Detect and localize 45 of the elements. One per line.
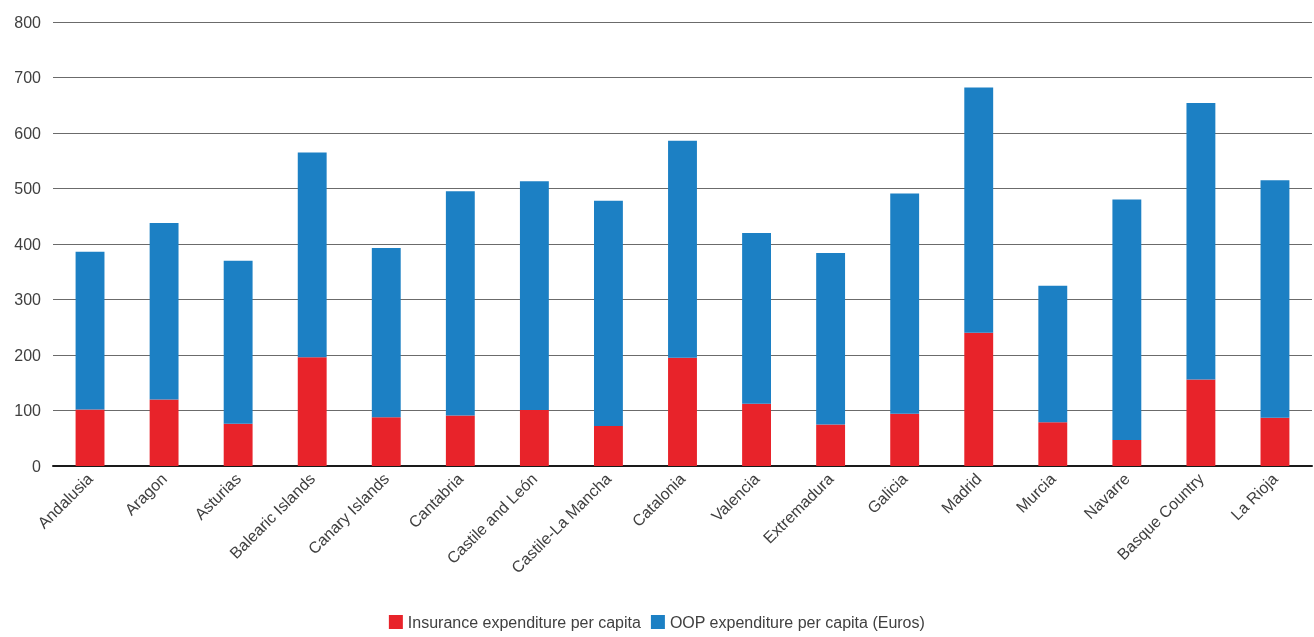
bar — [445, 415, 475, 466]
y-tick-label: 600 — [14, 124, 42, 142]
bar — [297, 357, 327, 466]
y-tick-label: 400 — [14, 235, 42, 253]
bar — [964, 87, 994, 333]
y-tick-label: 300 — [14, 291, 42, 308]
bar — [1112, 199, 1142, 440]
y-tick-label: 800 — [14, 13, 42, 31]
legend-label: OOP expenditure per capita (Euros) — [669, 613, 925, 631]
bar — [742, 403, 771, 466]
bar — [594, 200, 623, 427]
bar — [75, 251, 105, 410]
legend-label: Insurance expenditure per capita — [407, 613, 641, 631]
bar — [1260, 180, 1290, 418]
y-tick-label: 700 — [14, 69, 42, 86]
bar — [149, 222, 179, 400]
y-tick-label: 200 — [14, 346, 42, 364]
y-tick-label: 0 — [32, 457, 42, 475]
bar — [445, 191, 475, 416]
bar — [223, 423, 253, 466]
bar — [668, 140, 697, 358]
bar — [1038, 422, 1068, 466]
bar — [1186, 379, 1216, 466]
bar — [1038, 285, 1068, 423]
bar — [964, 332, 994, 466]
bar — [890, 413, 920, 466]
bar — [297, 152, 327, 358]
bar — [1186, 103, 1216, 380]
bar — [519, 181, 549, 410]
bar — [1260, 417, 1290, 466]
bar — [223, 260, 253, 424]
bar — [816, 252, 846, 425]
bar — [594, 426, 623, 466]
bar — [371, 417, 401, 466]
bar — [75, 409, 105, 466]
bar — [668, 357, 697, 466]
bar — [1112, 439, 1142, 466]
bar — [519, 409, 549, 466]
bar — [149, 399, 179, 466]
bar — [890, 193, 920, 414]
bar — [816, 424, 846, 466]
y-tick-label: 100 — [14, 402, 42, 419]
y-tick-label: 500 — [14, 180, 42, 197]
bar — [371, 247, 401, 418]
bar — [742, 232, 771, 404]
